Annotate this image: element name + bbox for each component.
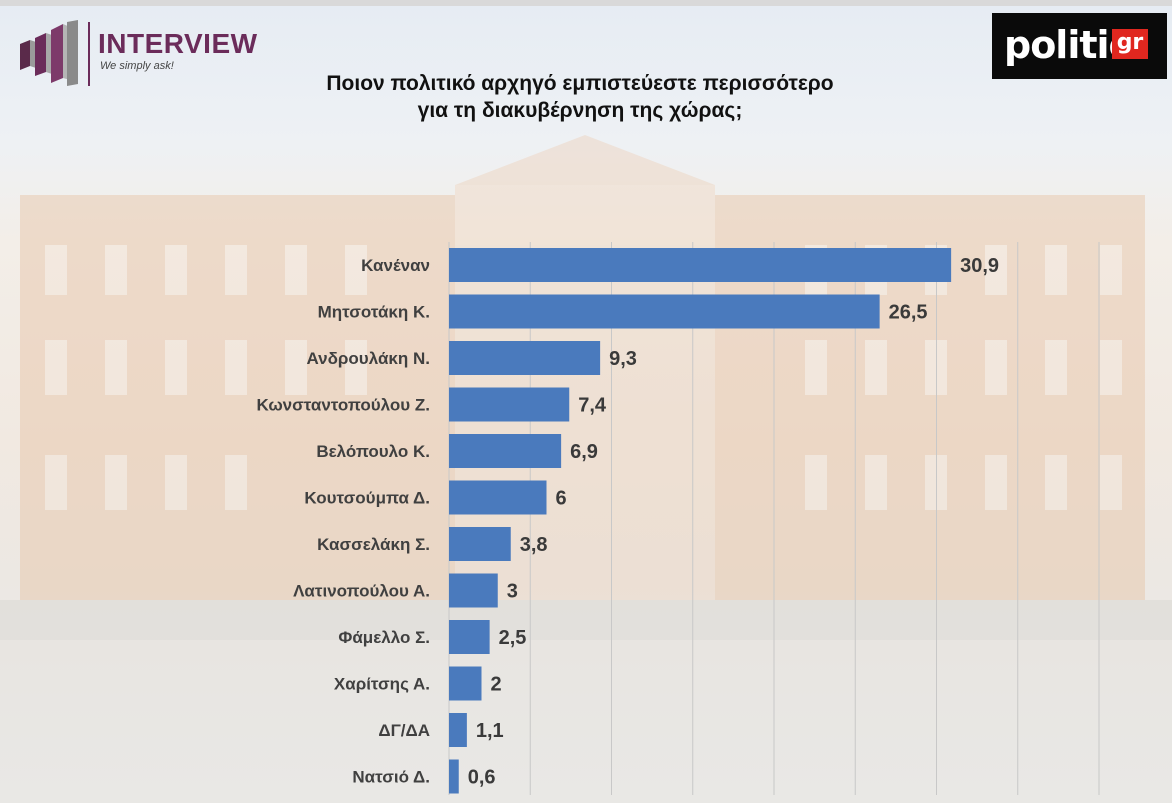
chart-title-line-1: Ποιον πολιτικό αρχηγό εμπιστεύεστε περισ… — [326, 72, 834, 95]
chart-category-labels: Κανέναν Μητσοτάκη Κ. Ανδρουλάκη Ν. Κωνσταντ… — [256, 256, 430, 787]
bar — [449, 294, 880, 329]
value-label: 6,9 — [570, 441, 598, 463]
politic-brand-word: politic — [1004, 23, 1131, 67]
value-label: 2,5 — [499, 627, 527, 649]
chart-title-line-2: για τη διακυβέρνηση της χώρας; — [417, 99, 743, 122]
category-label: Κασσελάκη Σ. — [317, 535, 430, 554]
bar — [449, 341, 601, 375]
bar — [449, 434, 562, 468]
bar — [449, 480, 547, 515]
chart-title: Ποιον πολιτικό αρχηγό εμπιστεύεστε περισ… — [230, 70, 930, 124]
category-label: Κανέναν — [361, 256, 430, 275]
bar — [449, 248, 952, 282]
category-label: Φάμελλο Σ. — [338, 628, 430, 647]
politic-gr-logo: politic gr — [992, 13, 1167, 79]
value-label: 26,5 — [889, 302, 928, 324]
category-label: Λατινοπούλου Α. — [293, 582, 430, 601]
bar — [449, 387, 570, 422]
interview-logo: INTERVIEW We simply ask! — [18, 18, 288, 90]
bar — [449, 713, 467, 747]
bar — [449, 527, 511, 561]
category-label: Βελόπουλο Κ. — [316, 442, 430, 461]
logo-divider — [88, 22, 90, 86]
value-label: 7,4 — [578, 395, 607, 417]
bar — [449, 759, 459, 794]
politic-gr-badge: gr — [1112, 29, 1148, 59]
value-label: 0,6 — [468, 767, 496, 789]
bar-columns-icon — [20, 20, 78, 86]
category-label: Μητσοτάκη Κ. — [318, 303, 430, 322]
chart-gridlines — [448, 242, 1100, 795]
category-label: Νατσιό Δ. — [352, 768, 430, 787]
interview-brand-name: INTERVIEW — [98, 28, 258, 59]
category-label: Κουτσούμπα Δ. — [304, 489, 430, 508]
value-label: 2 — [491, 674, 502, 696]
bar — [449, 620, 490, 654]
chart-value-labels: 30,9 26,5 9,3 7,4 6,9 6 3,8 3 2,5 2 1,1 0,6 — [468, 255, 999, 789]
category-label: Ανδρουλάκη Ν. — [307, 349, 431, 368]
category-label: ΔΓ/ΔΑ — [378, 721, 430, 740]
bar — [449, 666, 482, 701]
top-strip — [0, 0, 1172, 6]
value-label: 6 — [556, 488, 567, 510]
value-label: 9,3 — [609, 348, 637, 370]
value-label: 3,8 — [520, 534, 548, 556]
value-label: 30,9 — [960, 255, 999, 277]
category-label: Χαρίτσης Α. — [334, 675, 430, 694]
interview-tagline: We simply ask! — [100, 60, 174, 72]
bar — [449, 573, 498, 608]
chart-bars — [449, 248, 952, 794]
value-label: 1,1 — [476, 720, 504, 742]
category-label: Κωνσταντοπούλου Ζ. — [256, 396, 430, 415]
value-label: 3 — [507, 581, 518, 603]
